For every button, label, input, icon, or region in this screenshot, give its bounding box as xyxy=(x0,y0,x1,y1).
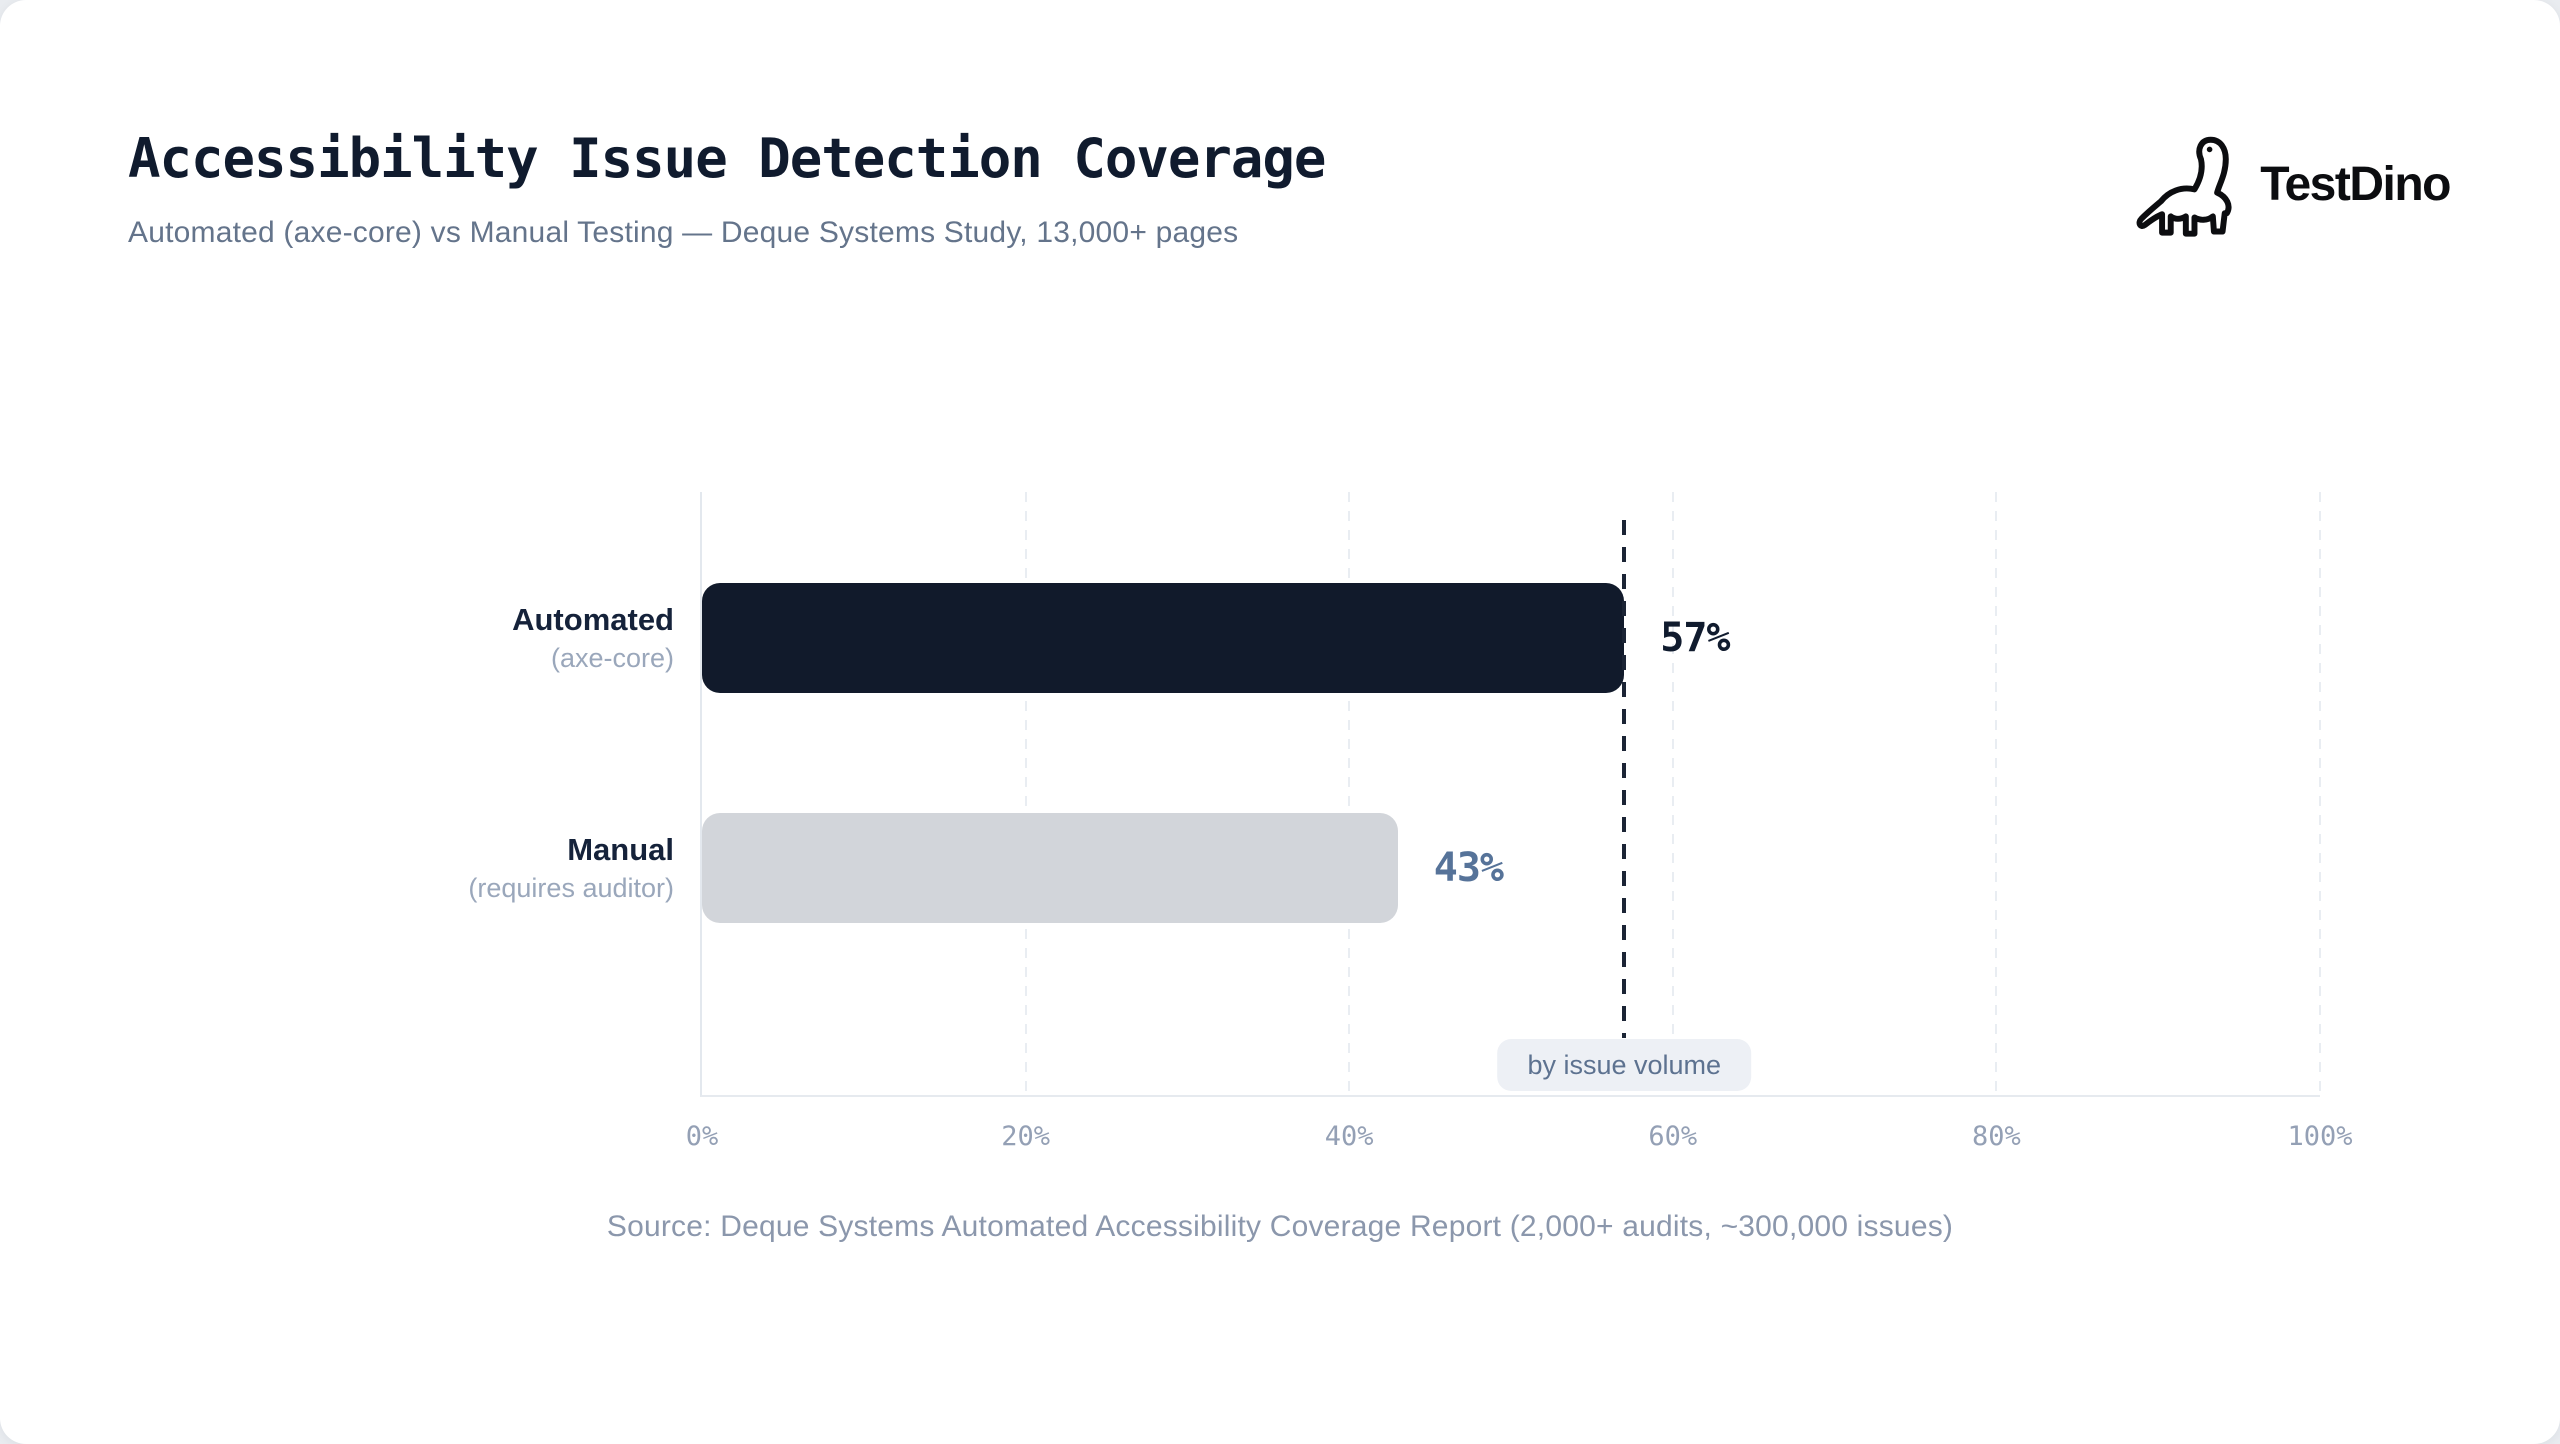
bar-automated xyxy=(702,583,1625,693)
x-tick-label: 100% xyxy=(2287,1121,2353,1152)
bar-row-automated: Automated (axe-core) 57% xyxy=(512,583,2320,693)
bar-value-automated: 57% xyxy=(1660,615,1730,661)
page-subtitle: Automated (axe-core) vs Manual Testing —… xyxy=(128,216,1239,250)
category-sublabel: (axe-core) xyxy=(550,643,674,673)
category-name: Automated xyxy=(512,602,674,637)
x-tick-label: 20% xyxy=(1001,1121,1050,1152)
gridline-60 xyxy=(1671,492,1674,1095)
bar-manual xyxy=(702,813,1398,923)
bar-row-manual: Manual (requires auditor) 43% xyxy=(468,813,2320,923)
gridline-100 xyxy=(2319,492,2321,1095)
x-tick-label: 60% xyxy=(1648,1121,1698,1152)
gridline-20 xyxy=(1024,492,1027,1095)
gridline-40 xyxy=(1348,492,1351,1095)
dinosaur-icon xyxy=(2136,136,2232,237)
benchmark-badge: by issue volume xyxy=(1497,1039,1752,1091)
chart-header: Accessibility Issue Detection Coverage A… xyxy=(128,127,1326,250)
gridline-80 xyxy=(1995,492,1998,1095)
x-tick-label: 80% xyxy=(1972,1121,2021,1152)
category-sublabel: (requires auditor) xyxy=(468,873,674,903)
category-label-automated: Automated (axe-core) xyxy=(512,600,674,676)
brand-logo: TestDino xyxy=(2132,130,2451,238)
benchmark-dashed-line xyxy=(1622,520,1627,1038)
bar-value-manual: 43% xyxy=(1433,845,1504,891)
source-caption: Source: Deque Systems Automated Accessib… xyxy=(606,1210,1954,1243)
category-label-manual: Manual (requires auditor) xyxy=(468,830,674,906)
category-name: Manual xyxy=(567,832,674,867)
x-tick-label: 40% xyxy=(1324,1121,1374,1152)
page-title: Accessibility Issue Detection Coverage xyxy=(128,127,1326,190)
brand-name: TestDino xyxy=(2260,157,2451,211)
bar-chart-plot-area: Automated (axe-core) 57% Manual (require… xyxy=(468,492,2353,1152)
dino-eye-dot xyxy=(2207,146,2213,153)
x-tick-label: 0% xyxy=(685,1121,719,1152)
